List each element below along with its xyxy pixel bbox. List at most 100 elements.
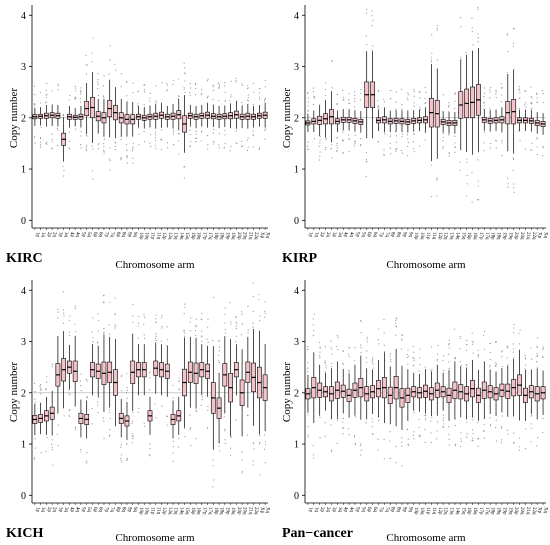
outlier-point: [224, 322, 226, 324]
outlier-point: [307, 109, 309, 111]
outlier-point: [354, 347, 356, 349]
outlier-point: [489, 89, 491, 91]
outlier-point: [189, 321, 191, 323]
outlier-point: [342, 89, 344, 92]
outlier-point: [109, 429, 111, 431]
outlier-point: [242, 84, 244, 86]
outlier-point: [389, 134, 392, 136]
outlier-point: [212, 132, 215, 134]
outlier-point: [483, 101, 485, 103]
outlier-point: [56, 127, 58, 129]
x-tick-label: 19q: [230, 507, 235, 515]
x-tick-label: 11q: [431, 232, 436, 240]
outlier-point: [383, 332, 385, 334]
outlier-point: [149, 134, 152, 136]
outlier-point: [436, 421, 439, 423]
x-tick-label: 7q: [109, 507, 114, 513]
outlier-point: [39, 91, 41, 93]
outlier-point: [149, 372, 151, 374]
outlier-point: [359, 319, 362, 321]
outlier-point: [306, 348, 309, 350]
outlier-point: [501, 155, 503, 157]
outlier-point: [252, 295, 254, 298]
x-tick-label: 10q: [419, 232, 424, 240]
outlier-point: [218, 346, 221, 348]
outlier-point: [195, 141, 197, 143]
outlier-point: [336, 345, 338, 348]
outlier-point: [258, 147, 261, 149]
panel-pan-cancer: Pan−cancer Chromosome arm Copy number 0 1…: [281, 280, 548, 544]
outlier-point: [132, 82, 134, 84]
outlier-point: [126, 95, 128, 97]
outlier-point: [172, 384, 174, 387]
outlier-point: [132, 411, 134, 413]
x-tick-label: 19q: [507, 507, 512, 515]
outlier-point: [46, 82, 48, 85]
outlier-point: [68, 393, 70, 395]
outlier-point: [371, 49, 373, 51]
outlier-point: [506, 34, 508, 36]
outlier-point: [219, 450, 221, 452]
outlier-point: [74, 429, 76, 431]
outlier-point: [126, 386, 128, 389]
outlier-point: [306, 145, 309, 147]
outlier-point: [319, 346, 321, 348]
outlier-point: [235, 419, 237, 421]
outlier-point: [149, 447, 151, 450]
outlier-point: [183, 166, 185, 168]
x-tick-label: 7p: [103, 232, 108, 238]
outlier-point: [172, 397, 174, 399]
outlier-point: [143, 425, 146, 427]
outlier-point: [413, 412, 415, 414]
outlier-point: [507, 364, 509, 366]
outlier-point: [324, 346, 327, 348]
outlier-point: [69, 394, 71, 396]
outlier-point: [472, 440, 474, 442]
x-tick-label: 2p: [46, 232, 51, 238]
outlier-point: [194, 87, 197, 90]
outlier-point: [57, 308, 59, 310]
x-tick-label: 3q: [63, 507, 68, 513]
outlier-point: [466, 344, 468, 346]
outlier-point: [360, 332, 362, 334]
outlier-point: [207, 144, 209, 146]
outlier-point: [541, 90, 544, 92]
outlier-point: [343, 96, 345, 98]
outlier-point: [173, 79, 175, 81]
outlier-point: [258, 98, 261, 100]
outlier-point: [348, 369, 350, 371]
outlier-point: [536, 346, 539, 349]
y-tick-label: 2: [294, 388, 299, 399]
outlier-point: [149, 455, 151, 457]
outlier-point: [258, 298, 260, 301]
outlier-point: [120, 375, 123, 377]
outlier-point: [419, 106, 421, 108]
outlier-point: [33, 103, 35, 105]
outlier-point: [407, 145, 409, 147]
outlier-point: [120, 459, 122, 461]
outlier-point: [413, 105, 415, 107]
outlier-point: [495, 93, 497, 95]
outlier-point: [325, 94, 327, 97]
x-tick-label: 13q: [449, 232, 454, 240]
x-tick-label: 19p: [501, 232, 506, 240]
outlier-point: [354, 91, 356, 93]
outlier-point: [160, 317, 163, 319]
outlier-point: [34, 94, 36, 96]
outlier-point: [466, 183, 468, 185]
outlier-point: [330, 340, 332, 342]
outlier-point: [537, 366, 539, 368]
outlier-point: [229, 302, 231, 304]
x-tick-label: 6p: [366, 507, 371, 513]
outlier-point: [201, 313, 203, 315]
x-tick-label: 6p: [366, 232, 371, 238]
outlier-point: [506, 357, 508, 359]
outlier-point: [253, 91, 255, 93]
outlier-point: [331, 353, 333, 355]
outlier-point: [120, 157, 122, 159]
outlier-point: [183, 88, 185, 90]
outlier-point: [149, 443, 151, 445]
outlier-point: [34, 447, 37, 449]
x-tick-label: 10p: [138, 507, 143, 515]
